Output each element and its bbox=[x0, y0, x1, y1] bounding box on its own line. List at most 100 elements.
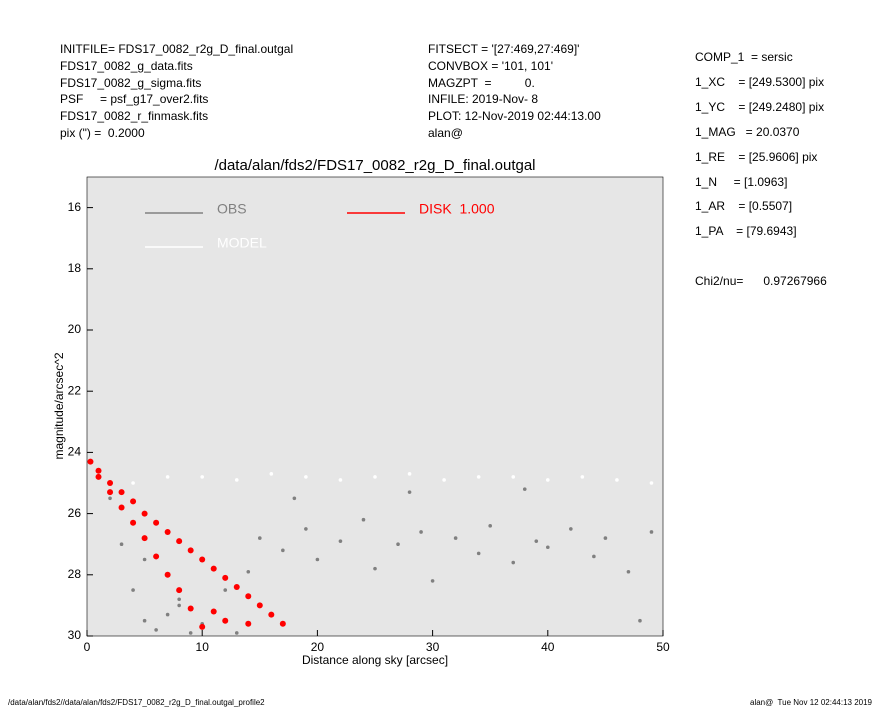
y-tick-label: 20 bbox=[68, 322, 82, 336]
header-left-line: PSF = psf_g17_over2.fits bbox=[60, 92, 209, 107]
x-axis-label: Distance along sky [arcsec] bbox=[302, 653, 448, 667]
data-point bbox=[107, 480, 114, 486]
header-middle-line: INFILE: 2019-Nov- 8 bbox=[428, 92, 539, 107]
data-point bbox=[649, 530, 654, 534]
data-point bbox=[279, 620, 286, 627]
data-point bbox=[176, 538, 183, 545]
data-point bbox=[304, 527, 308, 531]
data-point bbox=[245, 593, 252, 600]
data-point bbox=[154, 628, 158, 632]
data-point bbox=[304, 475, 308, 479]
data-point bbox=[430, 579, 435, 583]
header-middle-line: CONVBOX = '101, 101' bbox=[428, 58, 553, 73]
legend-label: DISK 1.000 bbox=[419, 201, 495, 217]
header-left-line: FDS17_0082_g_data.fits bbox=[60, 58, 193, 73]
data-point bbox=[615, 478, 619, 482]
x-tick-label: 0 bbox=[84, 640, 91, 654]
data-point bbox=[511, 475, 516, 479]
y-tick-label: 30 bbox=[68, 628, 82, 642]
fit-parameter: 1_AR = [0.5507] bbox=[695, 199, 793, 214]
data-point bbox=[268, 611, 275, 618]
data-point bbox=[119, 542, 124, 546]
data-point bbox=[199, 556, 206, 563]
data-point bbox=[153, 553, 160, 560]
data-point bbox=[476, 475, 481, 479]
y-tick-label: 24 bbox=[68, 445, 82, 459]
data-point bbox=[476, 551, 481, 556]
data-point bbox=[187, 547, 194, 554]
data-point bbox=[177, 597, 181, 602]
data-point bbox=[141, 535, 148, 542]
data-point bbox=[95, 467, 102, 474]
data-point bbox=[222, 574, 229, 581]
data-point bbox=[142, 557, 147, 562]
data-point bbox=[269, 472, 274, 476]
data-point bbox=[256, 602, 263, 609]
data-point bbox=[222, 617, 229, 624]
data-point bbox=[407, 472, 412, 476]
data-point bbox=[234, 631, 239, 635]
chi2-value: Chi2/nu= 0.97267966 bbox=[695, 274, 827, 288]
data-point bbox=[580, 475, 585, 479]
data-point bbox=[649, 481, 654, 485]
data-point bbox=[638, 618, 642, 623]
data-point bbox=[338, 539, 343, 543]
data-point bbox=[546, 478, 550, 482]
data-point bbox=[442, 478, 446, 482]
data-point bbox=[107, 489, 114, 496]
data-point bbox=[396, 542, 400, 546]
data-point bbox=[292, 496, 297, 501]
data-point bbox=[373, 475, 377, 479]
fit-parameter: 1_PA = [79.6943] bbox=[695, 224, 797, 239]
data-point bbox=[141, 510, 148, 517]
data-point bbox=[245, 620, 252, 627]
legend-label: MODEL bbox=[217, 235, 267, 251]
header-middle-line: PLOT: 12-Nov-2019 02:44:13.00 bbox=[428, 109, 601, 124]
data-point bbox=[258, 536, 262, 540]
data-point bbox=[131, 588, 135, 592]
data-point bbox=[142, 618, 147, 623]
data-point bbox=[453, 536, 458, 540]
data-point bbox=[130, 519, 137, 526]
data-point bbox=[187, 605, 194, 612]
data-point bbox=[165, 475, 170, 479]
data-point bbox=[281, 548, 285, 553]
x-tick-label: 20 bbox=[311, 640, 325, 654]
data-point bbox=[153, 519, 160, 526]
data-point bbox=[118, 489, 125, 496]
data-point bbox=[118, 504, 125, 511]
data-point bbox=[488, 524, 493, 528]
header-middle-line: alan@ bbox=[428, 126, 463, 140]
header-middle-line: FITSECT = '[27:469,27:469]' bbox=[428, 42, 580, 56]
fit-parameter: COMP_1 = sersic bbox=[695, 50, 793, 64]
data-point bbox=[223, 588, 228, 592]
x-tick-label: 40 bbox=[541, 640, 555, 654]
data-point bbox=[522, 487, 527, 491]
data-point bbox=[626, 569, 631, 574]
fit-parameter: 1_N = [1.0963] bbox=[695, 174, 788, 189]
data-point bbox=[87, 458, 94, 465]
header-left-line: FDS17_0082_r_finmask.fits bbox=[60, 109, 209, 124]
header-left-line: INITFILE= FDS17_0082_r2g_D_final.outgal bbox=[60, 42, 294, 56]
data-point bbox=[407, 490, 412, 494]
data-point bbox=[188, 631, 193, 635]
data-point bbox=[315, 557, 320, 562]
data-point bbox=[95, 473, 102, 480]
x-tick-label: 30 bbox=[426, 640, 440, 654]
data-point bbox=[246, 569, 251, 574]
data-point bbox=[176, 587, 183, 594]
data-point bbox=[361, 517, 366, 522]
x-tick-label: 10 bbox=[196, 640, 210, 654]
data-point bbox=[233, 584, 240, 591]
data-point bbox=[419, 530, 423, 534]
footer-path: /data/alan/fds2//data/alan/fds2/FDS17_00… bbox=[8, 698, 265, 707]
y-tick-label: 16 bbox=[68, 200, 82, 214]
data-point bbox=[534, 539, 539, 543]
data-point bbox=[210, 565, 217, 572]
data-point bbox=[130, 498, 137, 505]
data-point bbox=[164, 528, 171, 535]
y-tick-label: 22 bbox=[68, 383, 82, 397]
header-middle-line: MAGZPT = 0. bbox=[428, 75, 535, 90]
data-point bbox=[603, 536, 608, 540]
